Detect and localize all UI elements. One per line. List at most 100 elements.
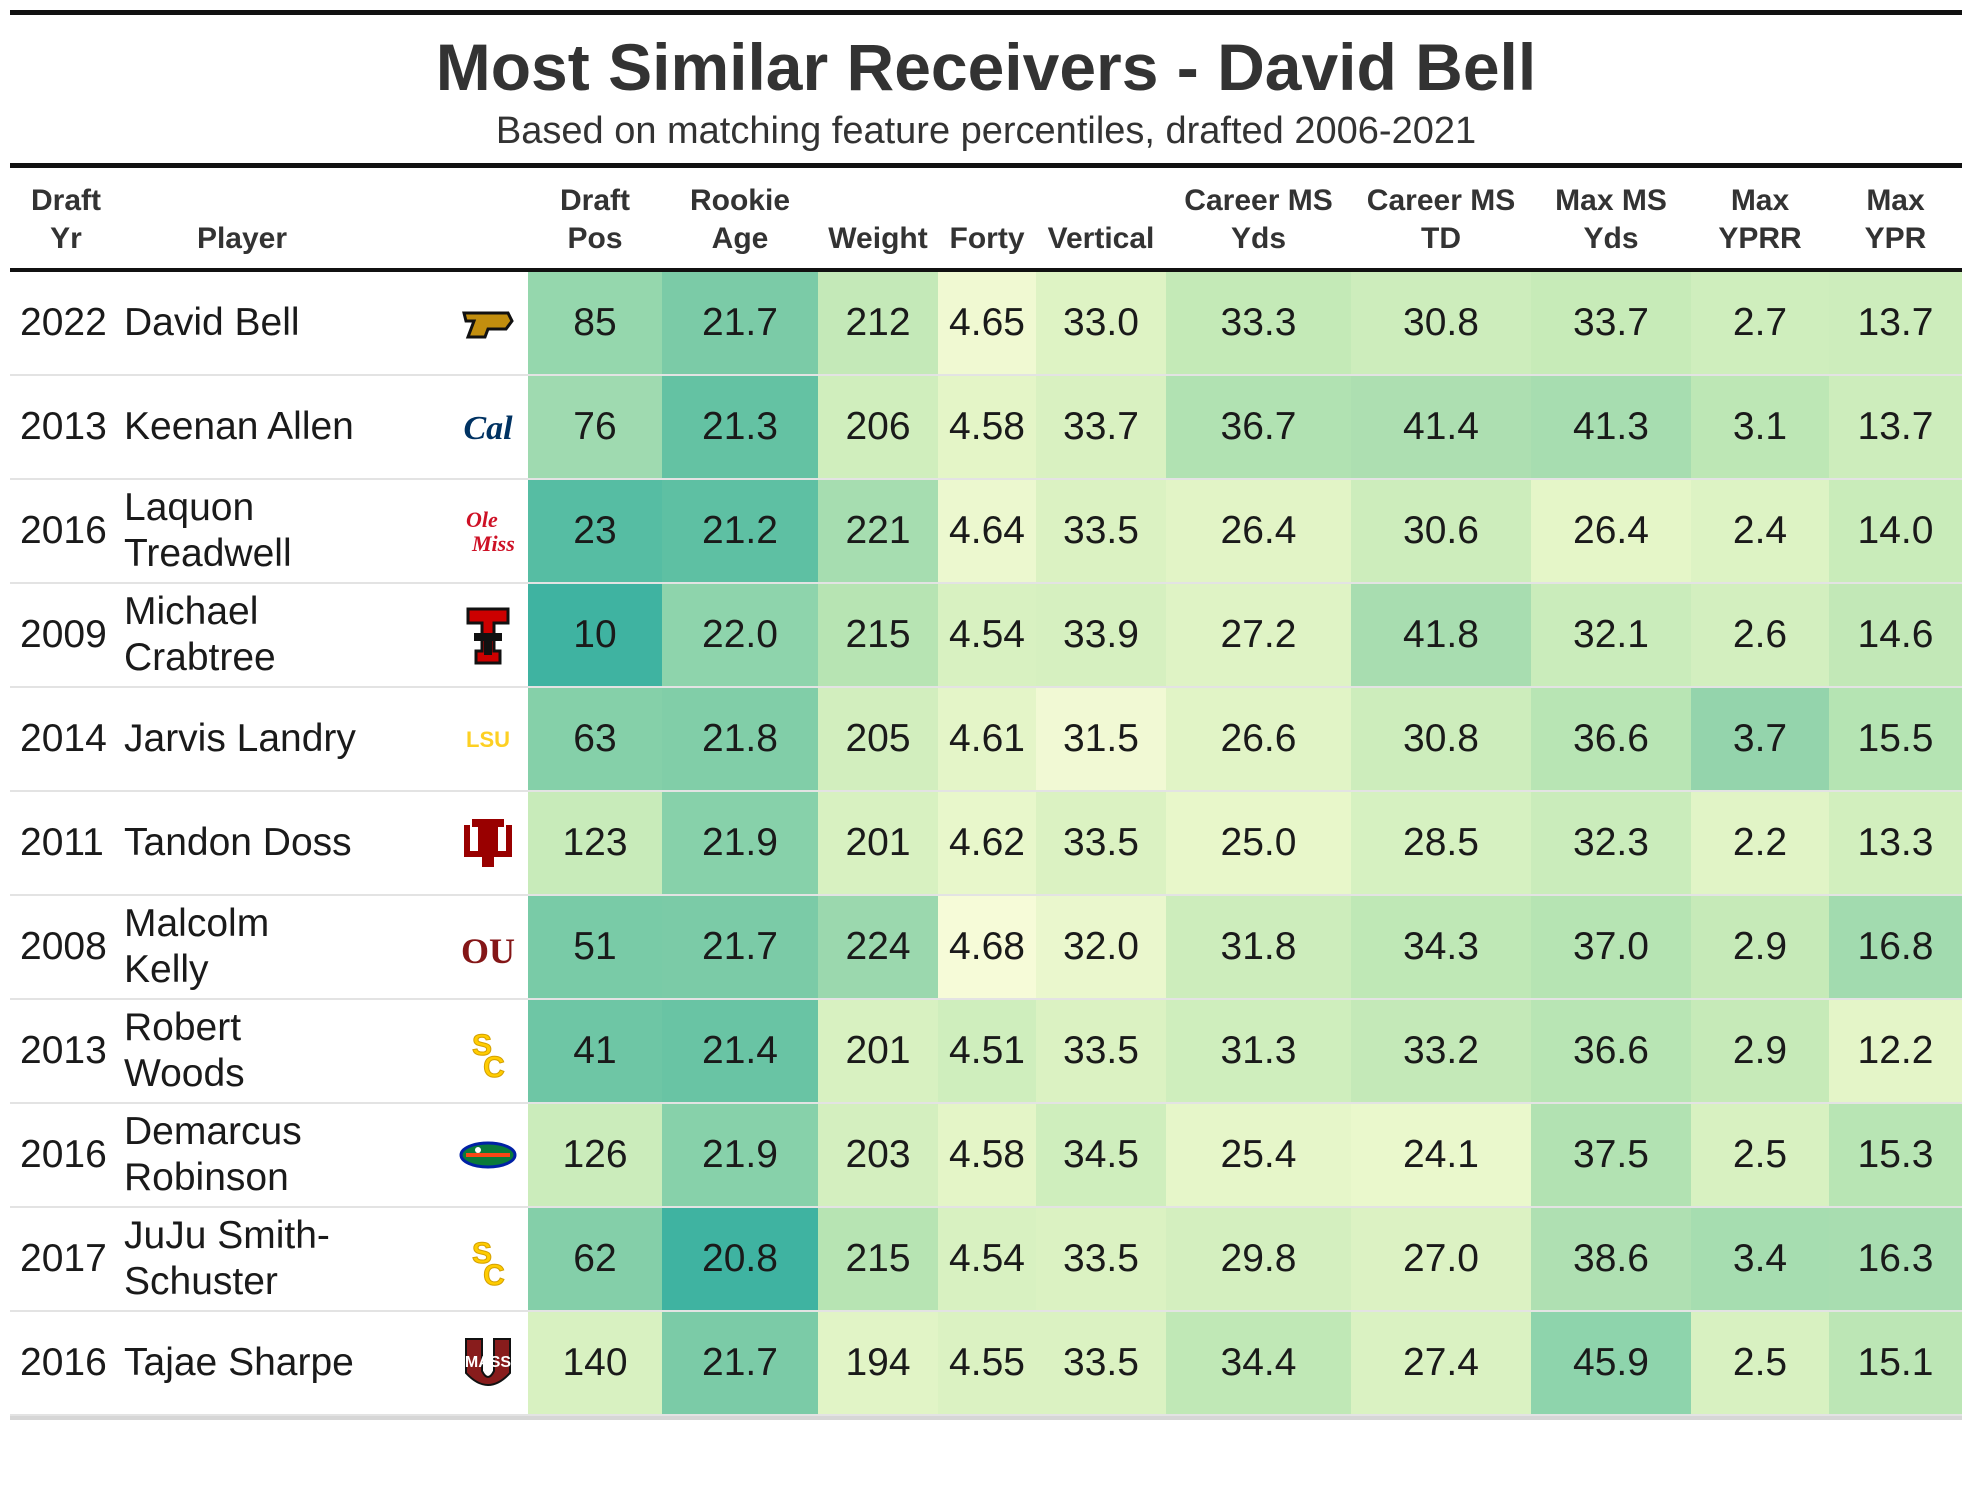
header-rule <box>10 268 1962 272</box>
column-header-line: Max MS <box>1555 184 1667 217</box>
chart-title: Most Similar Receivers - David Bell <box>435 30 1537 104</box>
value-cell-max-ypr: 16.8 <box>1829 895 1962 1000</box>
value-cell-forty: 4.61 <box>938 687 1036 792</box>
value-cell-career-ms-td: 27.0 <box>1351 1207 1531 1312</box>
value-cell-rookie-age: 21.7 <box>662 272 818 376</box>
value-cell-max-ypr: 15.5 <box>1829 687 1962 792</box>
value-cell-max-yprr: 3.7 <box>1691 687 1829 792</box>
value-cell-max-yprr: 3.1 <box>1691 375 1829 480</box>
header-row: Draft Yr Player Draft Pos Rookie Age Weight Fort… <box>10 168 1962 268</box>
value-cell-vertical: 33.5 <box>1036 791 1166 896</box>
value-cell-max-ypr: 15.3 <box>1829 1103 1962 1208</box>
table-row: 2017 JuJu Smith- Schuster S C 62 20.8 215 4.54 33… <box>10 1207 1962 1312</box>
value-cell-forty: 4.54 <box>938 583 1036 688</box>
value-cell-max-yprr: 2.5 <box>1691 1103 1829 1208</box>
column-header-line: Max <box>1730 184 1790 217</box>
column-header-logo <box>362 168 528 268</box>
value-cell-max-ms-yds: 41.3 <box>1531 375 1691 480</box>
draft-year-cell: 2016 <box>10 479 122 584</box>
player-name-line: Michael Crabtree <box>124 590 276 679</box>
value-cell-forty: 4.54 <box>938 1207 1036 1312</box>
value-cell-draft-pos: 10 <box>528 583 662 688</box>
column-header-max-ypr: Max YPR <box>1829 168 1962 268</box>
value-cell-max-ms-yds: 36.6 <box>1531 687 1691 792</box>
value-cell-forty: 4.58 <box>938 375 1036 480</box>
player-name-cell: Michael Crabtree <box>122 583 362 688</box>
column-header-line: Draft <box>559 184 630 217</box>
value-cell-career-ms-td: 30.6 <box>1351 479 1531 584</box>
value-cell-max-ypr: 14.0 <box>1829 479 1962 584</box>
player-name-line: Keenan Allen <box>124 405 354 448</box>
value-cell-career-ms-yds: 25.0 <box>1166 791 1351 896</box>
svg-text:Cal: Cal <box>463 410 513 447</box>
value-cell-career-ms-yds: 29.8 <box>1166 1207 1351 1312</box>
column-header-max-ms-yds: Max MS Yds <box>1531 168 1691 268</box>
value-cell-max-yprr: 2.6 <box>1691 583 1829 688</box>
draft-year-cell: 2013 <box>10 375 122 480</box>
value-cell-career-ms-td: 34.3 <box>1351 895 1531 1000</box>
value-cell-max-ypr: 13.7 <box>1829 272 1962 376</box>
florida-logo <box>459 1141 517 1169</box>
column-header-line: Career MS <box>1184 184 1333 217</box>
value-cell-max-yprr: 2.2 <box>1691 791 1829 896</box>
value-cell-max-ypr: 13.3 <box>1829 791 1962 896</box>
value-cell-career-ms-td: 30.8 <box>1351 687 1531 792</box>
svg-text:Ole: Ole <box>466 507 498 532</box>
player-name-line: Tandon Doss <box>124 821 352 864</box>
value-cell-career-ms-td: 30.8 <box>1351 272 1531 376</box>
player-name-cell: Jarvis Landry <box>122 687 362 792</box>
school-logo-cell <box>362 272 528 376</box>
draft-year-cell: 2011 <box>10 791 122 896</box>
value-cell-draft-pos: 140 <box>528 1311 662 1416</box>
value-cell-max-yprr: 2.5 <box>1691 1311 1829 1416</box>
value-cell-weight: 212 <box>818 272 938 376</box>
column-header-line: Pos <box>567 222 623 255</box>
player-name-cell: Tandon Doss <box>122 791 362 896</box>
column-header-line: Age <box>711 222 769 255</box>
column-header-line: Player <box>196 222 288 255</box>
value-cell-vertical: 34.5 <box>1036 1103 1166 1208</box>
usc-logo: SC <box>471 1029 505 1084</box>
value-cell-career-ms-yds: 33.3 <box>1166 272 1351 376</box>
value-cell-rookie-age: 21.9 <box>662 791 818 896</box>
column-header-line <box>362 182 528 220</box>
table-row: 2013 Keenan Allen Cal 76 21.3 206 4.58 33.7 36.7… <box>10 375 1962 480</box>
column-header-line: TD <box>1421 222 1461 255</box>
column-header-forty: Forty <box>938 168 1036 268</box>
value-cell-max-ms-yds: 37.5 <box>1531 1103 1691 1208</box>
top-rule <box>10 10 1962 15</box>
value-cell-career-ms-yds: 27.2 <box>1166 583 1351 688</box>
column-header-weight: Weight <box>818 168 938 268</box>
table-row: 2011 Tandon Doss 123 21.9 201 4.62 33.5 25.0 28.… <box>10 791 1962 896</box>
player-name-line: Robert Woods <box>124 1006 245 1095</box>
value-cell-max-ms-yds: 36.6 <box>1531 999 1691 1104</box>
column-header-line <box>938 182 1036 220</box>
svg-text:S: S <box>472 1237 492 1270</box>
value-cell-career-ms-yds: 31.3 <box>1166 999 1351 1104</box>
player-name-line: Schuster <box>124 1260 278 1303</box>
value-cell-weight: 224 <box>818 895 938 1000</box>
value-cell-vertical: 33.5 <box>1036 1207 1166 1312</box>
player-name-cell: Demarcus Robinson <box>122 1103 362 1208</box>
column-header-line: Weight <box>828 222 928 255</box>
player-name-line: Laquon <box>124 486 255 529</box>
column-header-line: Max <box>1866 184 1925 217</box>
column-header-career-ms-td: Career MS TD <box>1351 168 1531 268</box>
value-cell-max-ypr: 12.2 <box>1829 999 1962 1104</box>
table-row: 2016 Tajae Sharpe MASS 140 21.7 194 4.55 33.5 34… <box>10 1311 1962 1416</box>
value-cell-forty: 4.62 <box>938 791 1036 896</box>
value-cell-max-ms-yds: 37.0 <box>1531 895 1691 1000</box>
svg-text:C: C <box>483 1259 505 1291</box>
player-name-cell: JuJu Smith- Schuster <box>122 1207 362 1312</box>
value-cell-weight: 201 <box>818 999 938 1104</box>
value-cell-career-ms-yds: 31.8 <box>1166 895 1351 1000</box>
value-cell-vertical: 33.7 <box>1036 375 1166 480</box>
value-cell-draft-pos: 85 <box>528 272 662 376</box>
player-name-cell: Laquon Treadwell <box>122 479 362 584</box>
value-cell-rookie-age: 22.0 <box>662 583 818 688</box>
table-row: 2009 Michael Crabtree 10 22.0 215 4.54 33.9 27.… <box>10 583 1962 688</box>
player-name-line: David Bell <box>124 301 300 344</box>
value-cell-max-ms-yds: 45.9 <box>1531 1311 1691 1416</box>
